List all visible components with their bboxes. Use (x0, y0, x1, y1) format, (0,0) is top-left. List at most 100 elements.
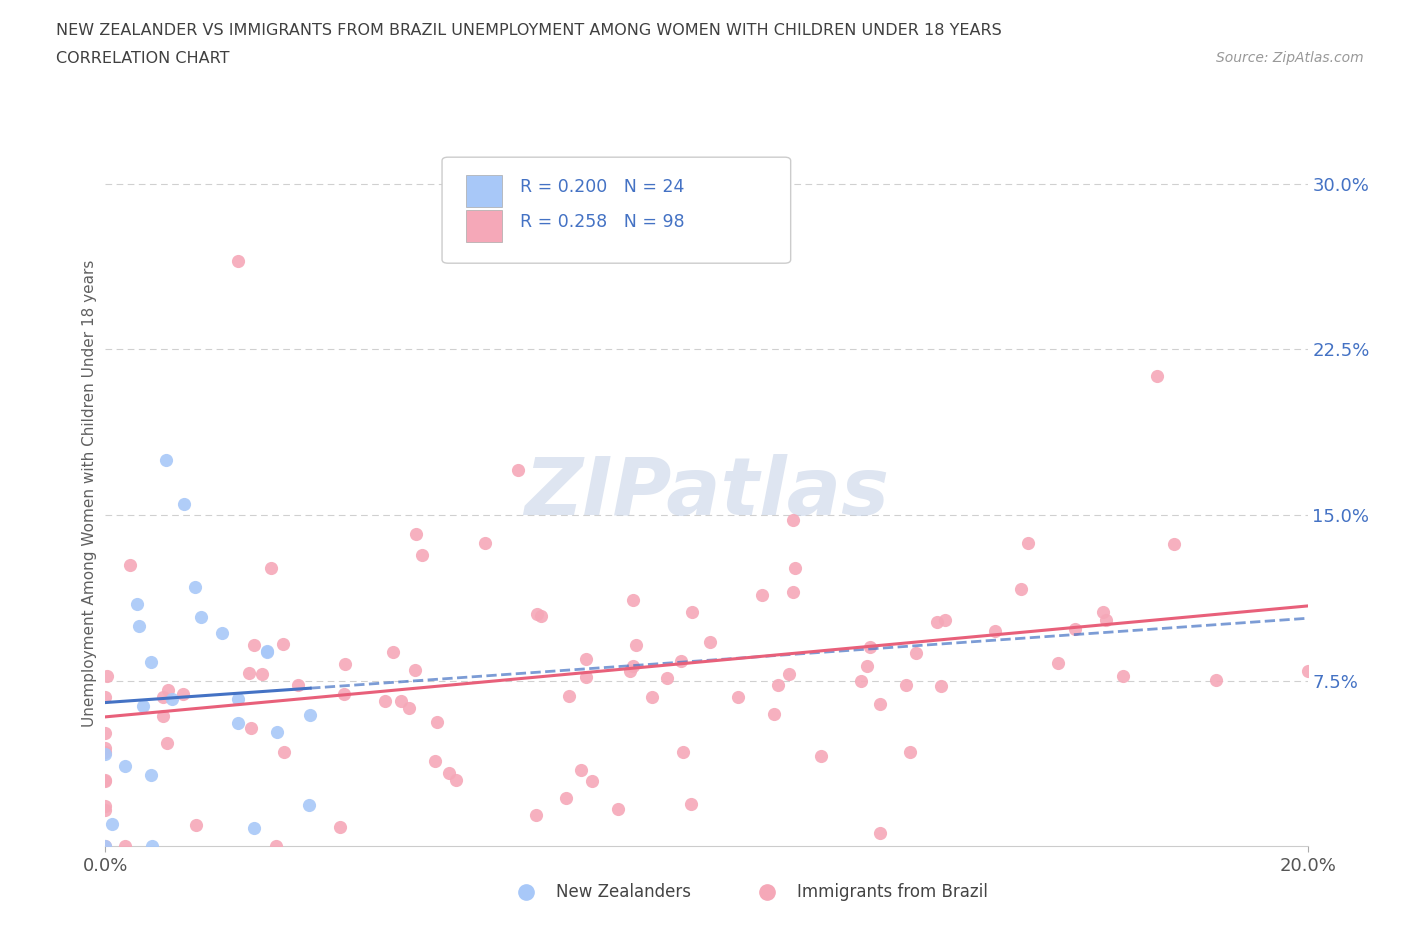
Point (672, 744, 695, 759)
Point (271, 636, 294, 651)
Point (96, 668, 118, 683)
Point (405, 527, 427, 542)
Point (264, 839, 287, 854)
Point (925, 615, 948, 630)
Point (398, 701, 420, 716)
Bar (465, 175, 502, 206)
Point (411, 547, 433, 562)
Point (329, 819, 352, 834)
Point (859, 640, 882, 655)
Point (266, 724, 288, 739)
Point (896, 678, 918, 693)
Point (114, 759, 136, 774)
Point (156, 736, 179, 751)
Text: ZIPatlas: ZIPatlas (524, 454, 889, 532)
Text: Immigrants from Brazil: Immigrants from Brazil (797, 884, 987, 901)
Point (238, 665, 260, 680)
Point (298, 798, 321, 813)
Point (766, 677, 789, 692)
Point (574, 670, 596, 684)
Point (624, 638, 647, 653)
Point (1163, 537, 1185, 551)
Text: NEW ZEALANDER VS IMMIGRANTS FROM BRAZIL UNEMPLOYMENT AMONG WOMEN WITH CHILDREN U: NEW ZEALANDER VS IMMIGRANTS FROM BRAZIL … (56, 23, 1002, 38)
Point (125, 596, 148, 611)
Point (474, 535, 496, 550)
Point (94, 747, 117, 762)
Point (94, 839, 117, 854)
Point (94, 839, 117, 854)
Point (183, 579, 205, 594)
Point (94, 741, 117, 756)
Point (260, 561, 283, 576)
Point (101, 817, 124, 831)
Point (621, 592, 644, 607)
Point (869, 826, 891, 841)
Point (94, 773, 117, 788)
Point (114, 839, 136, 854)
Point (94, 725, 117, 740)
Point (619, 663, 641, 678)
Point (869, 697, 891, 711)
Point (226, 254, 249, 269)
Point (1091, 604, 1114, 619)
Point (252, 667, 274, 682)
Point (273, 745, 295, 760)
Point (681, 797, 703, 812)
Point (1296, 664, 1319, 679)
Point (783, 561, 806, 576)
Point (1010, 581, 1032, 596)
Point (333, 657, 356, 671)
Point (524, 808, 547, 823)
Point (226, 715, 249, 730)
Point (94, 745, 117, 760)
Point (94, 799, 117, 814)
Point (558, 689, 581, 704)
Point (699, 635, 721, 650)
Point (900, 744, 922, 759)
Point (515, 192, 537, 206)
Point (1046, 656, 1069, 671)
Point (904, 645, 927, 660)
Point (530, 608, 553, 623)
Point (437, 765, 460, 780)
Point (160, 692, 183, 707)
Point (94, 803, 117, 817)
Point (155, 452, 177, 467)
Point (287, 677, 309, 692)
Point (856, 658, 879, 673)
Point (243, 637, 266, 652)
Point (782, 585, 804, 600)
Point (621, 658, 644, 673)
Point (256, 644, 278, 659)
Point (669, 654, 692, 669)
Bar (465, 210, 502, 242)
Point (506, 462, 529, 477)
Point (1064, 621, 1087, 636)
Point (581, 773, 603, 788)
Point (139, 767, 162, 782)
FancyBboxPatch shape (441, 157, 790, 263)
Text: New Zealanders: New Zealanders (557, 884, 692, 901)
Point (374, 693, 396, 708)
Text: R = 0.258   N = 98: R = 0.258 N = 98 (520, 213, 685, 232)
Text: CORRELATION CHART: CORRELATION CHART (56, 51, 229, 66)
Point (751, 588, 773, 603)
Point (173, 497, 195, 512)
Point (727, 689, 749, 704)
Point (242, 820, 264, 835)
Point (782, 512, 804, 527)
Point (381, 644, 404, 659)
Point (1146, 368, 1168, 383)
Point (934, 613, 956, 628)
Point (190, 610, 212, 625)
Point (141, 839, 163, 854)
Point (929, 679, 952, 694)
Point (444, 772, 467, 787)
Point (240, 721, 263, 736)
Point (607, 802, 630, 817)
Point (426, 715, 449, 730)
Point (526, 606, 548, 621)
Point (569, 763, 592, 777)
Point (132, 698, 155, 713)
Point (152, 709, 174, 724)
